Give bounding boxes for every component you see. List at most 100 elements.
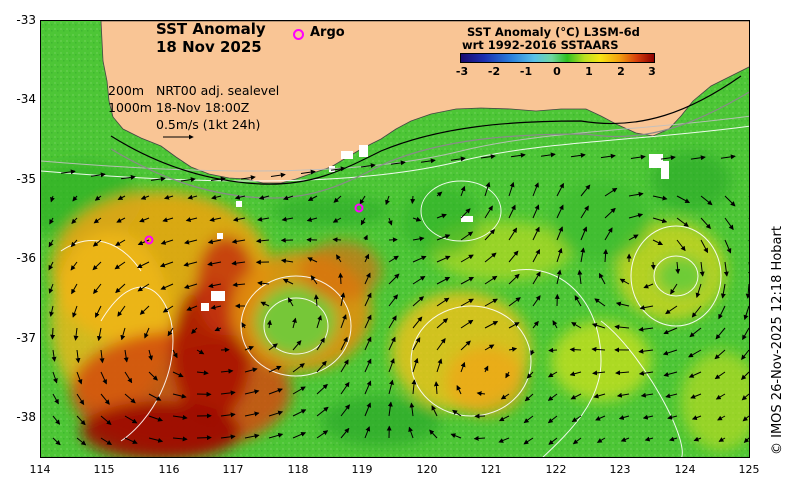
current-arrow [484,275,498,285]
current-arrow [748,218,749,219]
current-arrow [287,297,294,307]
current-arrow [689,327,702,338]
current-arrow [508,273,520,285]
current-arrow [72,305,78,318]
current-arrow [628,234,639,241]
current-arrow [51,349,57,362]
current-arrow [316,337,325,351]
current-arrow [569,371,582,377]
current-arrow [532,226,540,241]
current-arrow [240,175,256,181]
colorbar-subtitle: wrt 1992-2016 SSTAARS [462,38,619,52]
current-arrow [117,195,126,200]
current-arrow [364,426,371,439]
current-arrow [676,239,686,252]
current-arrow [676,217,689,227]
current-arrow [231,260,246,266]
credit-text: © IMOS 26-Nov-2025 12:18 Hobart [770,226,785,455]
current-arrow [433,381,439,395]
current-arrow [244,345,254,351]
current-arrow [456,385,462,395]
current-arrow [540,152,556,158]
current-arrow [640,392,654,398]
current-arrow [748,240,749,242]
scale-label: 0.5m/s (1kt 24h) [156,117,261,132]
current-arrow [436,318,449,329]
current-arrow [90,172,106,178]
current-arrow [268,410,284,417]
current-arrow [364,336,372,351]
current-arrow [76,437,87,446]
current-arrow [148,371,158,381]
current-arrow [408,426,414,439]
colorbar-tick: 2 [617,65,625,78]
current-arrow [688,349,702,358]
current-arrow [70,261,78,271]
current-arrow [260,301,270,307]
current-arrow [595,415,606,421]
current-arrow [498,437,510,443]
current-arrow [220,412,236,418]
current-arrow [650,261,656,270]
current-arrow [715,327,726,340]
current-arrow [691,305,702,318]
current-arrow [742,415,749,422]
current-arrow [508,227,518,241]
current-arrow [340,292,346,307]
current-arrow [280,258,294,264]
current-arrow [184,239,198,245]
current-arrow [268,432,284,439]
current-arrow [508,322,520,329]
current-arrow [412,316,423,329]
current-arrow [388,315,397,329]
y-tick-label: -37 [16,331,36,345]
current-arrow [73,327,79,341]
current-arrow [505,371,511,379]
current-arrow [604,187,618,197]
current-arrow [336,254,342,263]
current-arrow [172,393,187,399]
current-arrow [615,301,630,307]
current-arrow [700,239,709,254]
current-arrow [724,239,732,254]
current-arrow [484,321,499,329]
current-arrow [332,237,342,243]
current-arrow [191,327,198,334]
x-tick-label: 118 [287,463,309,476]
current-arrow [600,153,616,159]
current-arrow [572,437,582,445]
current-arrow [688,371,702,378]
current-arrow [670,283,678,295]
current-arrow [187,194,198,200]
current-arrow [639,305,654,311]
current-arrow [72,195,78,202]
x-tick-label: 122 [545,463,567,476]
current-arrow [120,327,126,341]
colorbar-tick: -2 [487,65,501,78]
current-arrow [714,349,726,360]
product-label: NRT00 adj. sealevel [156,83,280,98]
current-arrow [70,239,78,248]
y-tick-label: -35 [16,172,36,186]
current-arrow [116,217,126,223]
current-arrow [523,415,534,424]
argo-float [144,235,154,245]
current-arrow [508,346,518,352]
current-arrow [387,217,393,226]
current-arrow [255,238,270,244]
current-arrow [209,217,222,222]
current-arrow [662,349,678,356]
current-arrow [460,340,471,351]
current-arrow [360,217,366,226]
current-arrow [364,314,372,329]
current-arrow [409,402,415,417]
current-arrow [420,158,436,164]
current-arrow [436,276,451,285]
current-arrow [52,393,59,405]
current-arrow [594,298,606,307]
current-arrow [508,181,515,197]
current-arrow [96,327,102,342]
current-arrow [665,393,678,399]
current-arrow [387,401,393,417]
current-arrow [598,272,606,285]
